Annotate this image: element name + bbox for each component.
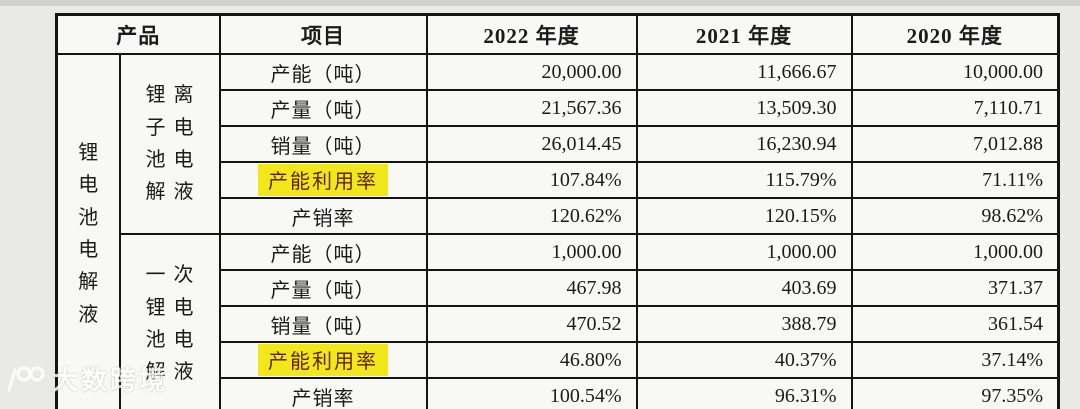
value-cell: 10,000.00 xyxy=(850,53,1060,91)
value-cell: 7,110.71 xyxy=(850,89,1060,127)
item-cell: 产销率 xyxy=(218,197,428,235)
value-cell: 40.37% xyxy=(635,341,853,379)
table-row: 产能利用率 107.84% 115.79% 71.11% xyxy=(57,161,1060,199)
table-row: 产量（吨） 21,567.36 13,509.30 7,110.71 xyxy=(57,89,1060,127)
table-row: 一次 锂电 池电 解液 产能（吨） 1,000.00 1,000.00 1,00… xyxy=(57,233,1060,409)
item-cell: 产销率 xyxy=(218,377,428,409)
item-cell: 销量（吨） xyxy=(218,305,428,343)
value-cell: 26,014.45 xyxy=(425,125,638,163)
product-sub-cell-primary: 一次 锂电 池电 解液 xyxy=(118,233,221,409)
table-header-row: 产品 项目 2022 年度 2021 年度 2020 年度 xyxy=(55,13,1060,55)
value-cell: 115.79% xyxy=(635,161,853,199)
header-year-2020: 2020 年度 xyxy=(850,13,1060,55)
header-year-2022: 2022 年度 xyxy=(425,13,638,55)
value-cell: 37.14% xyxy=(850,341,1060,379)
value-cell: 16,230.94 xyxy=(635,125,853,163)
table-row: 产销率 100.54% 96.31% 97.35% xyxy=(57,377,1060,409)
value-cell: 46.80% xyxy=(425,341,638,379)
value-cell: 97.35% xyxy=(850,377,1060,409)
highlight-badge: 产能利用率 xyxy=(258,344,388,376)
watermark-100-logo xyxy=(7,365,45,392)
value-cell: 361.54 xyxy=(850,305,1060,343)
value-cell: 1,000.00 xyxy=(635,233,853,271)
value-cell: 403.69 xyxy=(635,269,853,307)
value-cell: 388.79 xyxy=(635,305,853,343)
value-cell: 470.52 xyxy=(425,305,638,343)
item-cell: 销量（吨） xyxy=(218,125,428,163)
item-cell: 产量（吨） xyxy=(218,269,428,307)
value-cell: 107.84% xyxy=(425,161,638,199)
item-cell-highlighted: 产能利用率 xyxy=(218,341,428,379)
item-cell: 产量（吨） xyxy=(218,89,428,127)
table-row: 产能利用率 46.80% 40.37% 37.14% xyxy=(57,341,1060,379)
value-cell: 20,000.00 xyxy=(425,53,638,91)
header-year-2021: 2021 年度 xyxy=(635,13,853,55)
value-cell: 120.62% xyxy=(425,197,638,235)
value-cell: 1,000.00 xyxy=(850,233,1060,271)
header-item: 项目 xyxy=(218,13,428,55)
product-group-cell: 锂电 池电 解液 xyxy=(55,53,121,409)
value-cell: 71.11% xyxy=(850,161,1060,199)
item-cell-highlighted: 产能利用率 xyxy=(218,161,428,199)
value-cell: 21,567.36 xyxy=(425,89,638,127)
table-row: 产量（吨） 467.98 403.69 371.37 xyxy=(57,269,1060,307)
table-row: 产销率 120.62% 120.15% 98.62% xyxy=(57,197,1060,235)
table-row: 销量（吨） 470.52 388.79 361.54 xyxy=(57,305,1060,343)
capacity-utilization-table: 产品 项目 2022 年度 2021 年度 2020 年度 锂电 池电 解液 锂… xyxy=(55,13,1060,409)
value-cell: 100.54% xyxy=(425,377,638,409)
value-cell: 11,666.67 xyxy=(635,53,853,91)
value-cell: 371.37 xyxy=(850,269,1060,307)
table-row: 锂电 池电 解液 锂离 子电 池电 解液 产能（吨） 20,000.00 11,… xyxy=(55,53,1060,409)
value-cell: 98.62% xyxy=(850,197,1060,235)
value-cell: 1,000.00 xyxy=(425,233,638,271)
header-product: 产品 xyxy=(55,13,221,55)
value-cell: 7,012.88 xyxy=(850,125,1060,163)
value-cell: 96.31% xyxy=(635,377,853,409)
product-sub-cell-liion: 锂离 子电 池电 解液 xyxy=(118,53,221,235)
highlight-badge: 产能利用率 xyxy=(258,164,388,196)
value-cell: 120.15% xyxy=(635,197,853,235)
value-cell: 467.98 xyxy=(425,269,638,307)
item-cell: 产能（吨） xyxy=(218,53,428,91)
table-row: 销量（吨） 26,014.45 16,230.94 7,012.88 xyxy=(57,125,1060,163)
item-cell: 产能（吨） xyxy=(218,233,428,271)
value-cell: 13,509.30 xyxy=(635,89,853,127)
